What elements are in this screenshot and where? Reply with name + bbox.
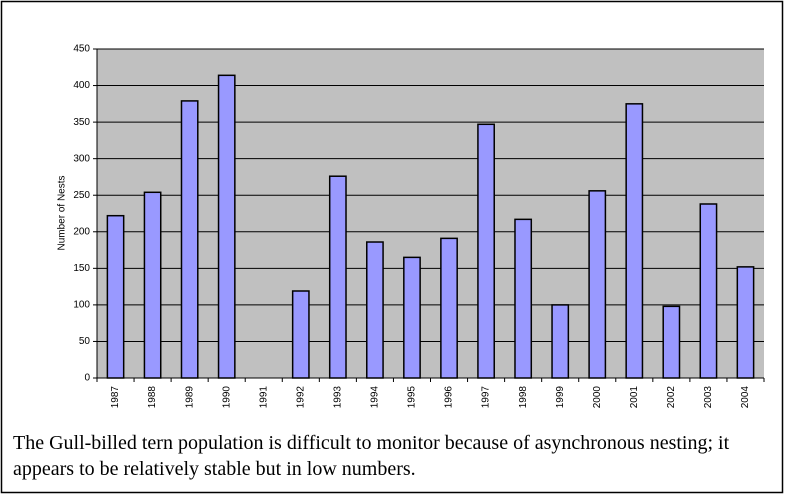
x-tick-label: 1998 xyxy=(518,386,529,409)
bar xyxy=(551,304,570,379)
bar xyxy=(440,237,458,379)
y-tick-label: 200 xyxy=(73,226,90,237)
x-tick-label: 1991 xyxy=(258,386,269,409)
y-tick-label: 250 xyxy=(73,190,90,201)
y-axis-label: Number of Nests xyxy=(57,175,68,250)
x-tick-label: 1995 xyxy=(407,386,418,409)
x-tick-label: 1999 xyxy=(555,386,566,409)
x-tick-label: 1993 xyxy=(333,386,344,409)
x-tick-label: 1994 xyxy=(370,386,381,409)
bar xyxy=(699,203,718,379)
caption: The Gull-billed tern population is diffi… xyxy=(13,432,730,480)
x-tick-label: 2004 xyxy=(740,386,751,409)
bar xyxy=(180,100,199,379)
bar xyxy=(477,123,495,379)
bar xyxy=(328,175,347,379)
y-tick-label: 0 xyxy=(84,373,90,384)
y-tick-label: 400 xyxy=(73,80,90,91)
y-tick-label: 450 xyxy=(73,44,90,55)
bar xyxy=(662,305,681,379)
bar xyxy=(403,256,421,379)
x-tick-label: 1989 xyxy=(184,386,195,409)
x-tick-label: 2002 xyxy=(666,386,677,409)
bar xyxy=(514,218,533,379)
x-tick-label: 2000 xyxy=(592,386,603,409)
y-tick-label: 150 xyxy=(73,263,90,274)
bar xyxy=(366,241,384,379)
bar xyxy=(106,214,125,379)
x-tick-label: 1988 xyxy=(147,386,158,409)
bar xyxy=(217,74,236,379)
bar xyxy=(625,103,644,379)
x-tick-label: 1992 xyxy=(295,386,306,409)
x-tick-label: 1990 xyxy=(221,386,232,409)
bar xyxy=(588,190,607,379)
y-tick-label: 100 xyxy=(73,300,90,311)
bar xyxy=(736,266,755,379)
x-tick-label: 2003 xyxy=(703,386,714,409)
bar xyxy=(143,191,162,379)
y-tick-label: 300 xyxy=(73,153,90,164)
x-tick-label: 1987 xyxy=(110,386,121,409)
bar xyxy=(291,290,310,379)
plot-area xyxy=(97,49,764,378)
x-tick-label: 1996 xyxy=(444,386,455,409)
y-tick-label: 350 xyxy=(73,117,90,128)
x-tick-label: 2001 xyxy=(629,386,640,409)
x-tick-label: 1997 xyxy=(481,386,492,409)
y-tick-label: 50 xyxy=(79,336,91,347)
